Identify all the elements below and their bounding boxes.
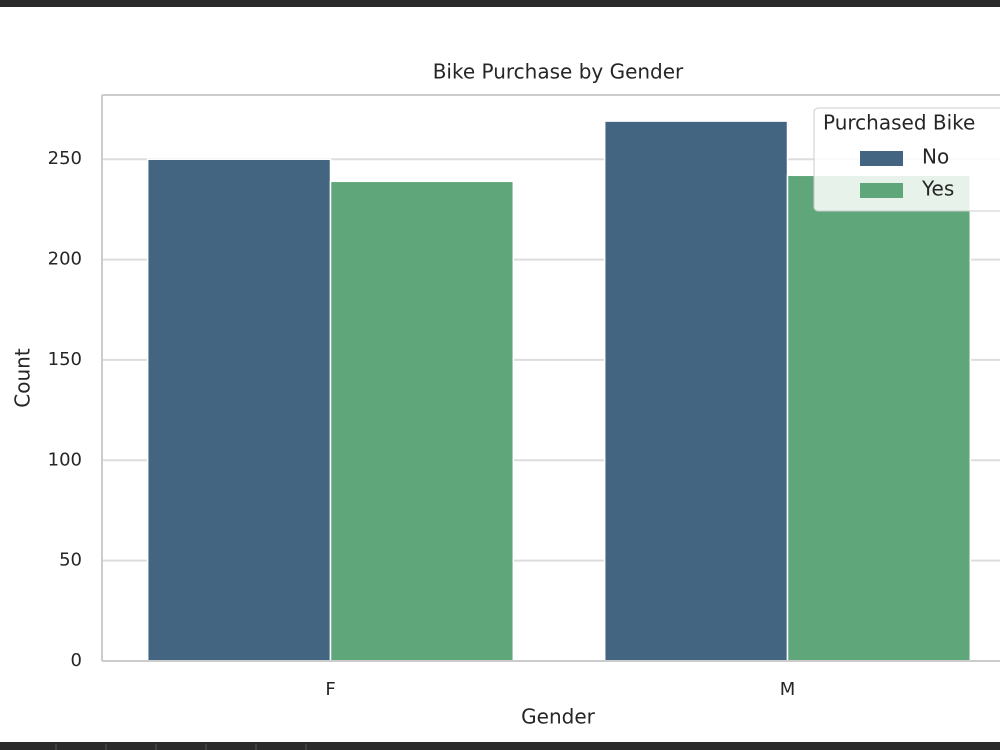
bars — [146, 120, 972, 662]
bar — [786, 174, 972, 662]
legend-label: Yes — [921, 177, 954, 201]
bar — [329, 180, 515, 662]
x-tick-label: M — [780, 679, 796, 700]
window-top-bar — [0, 0, 1000, 7]
taskbar-tabs — [55, 744, 307, 750]
x-axis-label: Gender — [521, 705, 595, 729]
legend-title: Purchased Bike — [823, 111, 975, 135]
y-axis-label: Count — [11, 348, 35, 408]
y-tick-label: 200 — [48, 249, 82, 270]
axes-frame — [101, 94, 1000, 662]
y-tick-label: 50 — [59, 550, 82, 571]
x-tick-label: F — [325, 679, 335, 700]
legend-swatch — [860, 183, 903, 198]
window-bottom-bar — [0, 742, 1000, 750]
y-tick-label: 250 — [48, 148, 82, 169]
bar — [603, 120, 789, 662]
bar — [146, 158, 332, 662]
legend: Purchased Bike No Yes — [813, 107, 1000, 212]
legend-swatch — [860, 151, 903, 166]
y-tick-label: 0 — [71, 650, 82, 671]
legend-label: No — [922, 145, 949, 169]
y-tick-label: 150 — [48, 349, 82, 370]
y-tick-label: 100 — [48, 449, 82, 470]
chart-title: Bike Purchase by Gender — [433, 60, 684, 84]
